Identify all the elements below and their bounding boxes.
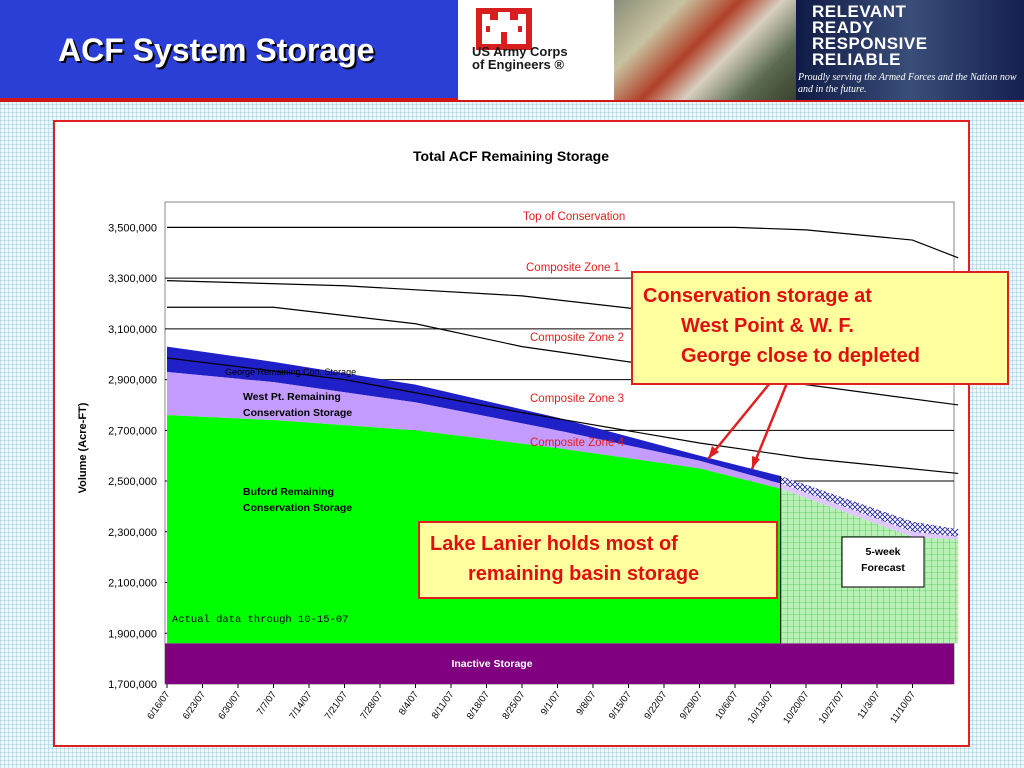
callout-line: Conservation storage at	[643, 285, 872, 307]
chart-title: Total ACF Remaining Storage	[413, 148, 609, 164]
george-storage-area	[167, 346, 781, 484]
actual-data-label: Actual data through 10-15-07	[172, 614, 348, 626]
x-tick-label: 8/11/07	[430, 689, 457, 721]
george-forecast-area	[780, 475, 959, 537]
x-tick-label: 11/3/07	[856, 689, 883, 721]
x-tick-label: 6/30/07	[216, 689, 243, 721]
x-tick-label: 8/18/07	[465, 689, 492, 721]
series-label: Conservation Storage	[243, 407, 352, 419]
usace-name: US Army Corps of Engineers ®	[472, 44, 568, 72]
series-label: George Remaining Con. Storage	[225, 367, 356, 377]
slogan-line: RESPONSIVE	[812, 34, 928, 53]
forecast-label: 5-week	[865, 546, 900, 558]
y-tick-label: 1,700,000	[108, 679, 157, 691]
y-tick-label: 3,500,000	[108, 222, 157, 234]
x-tick-label: 10/6/07	[713, 689, 740, 721]
zone-label: Composite Zone 2	[530, 332, 624, 344]
callout-line: George close to depleted	[681, 345, 920, 367]
y-tick-label: 2,300,000	[108, 527, 157, 539]
inactive-storage-label: Inactive Storage	[451, 658, 532, 670]
west-point-callout: Conservation storage at West Point & W. …	[631, 271, 1009, 385]
slogan-line: RELEVANT	[812, 2, 907, 21]
engineers-photo	[614, 0, 796, 100]
usace-logo-panel: US Army Corps of Engineers ®	[458, 0, 614, 100]
y-axis-label: Volume (Acre-FT)	[77, 402, 89, 493]
storage-chart: Total ACF Remaining Storage Top of Conser…	[77, 148, 959, 726]
zone-label: Top of Conservation	[523, 211, 625, 223]
slogan-panel: RELEVANT READY RESPONSIVE RELIABLE Proud…	[796, 0, 1024, 100]
slogan-line: RELIABLE	[812, 50, 901, 69]
x-tick-label: 7/28/07	[358, 689, 385, 721]
forecast-box	[841, 536, 925, 588]
zone-label: Composite Zone 1	[526, 262, 620, 274]
x-tick-label: 9/22/07	[642, 689, 669, 721]
series-label: West Pt. Remaining	[243, 391, 341, 403]
page-title: ACF System Storage	[58, 32, 375, 68]
x-tick-label: 10/13/07	[746, 689, 776, 726]
x-tick-label: 10/27/07	[817, 689, 847, 726]
x-tick-label: 6/23/07	[181, 689, 208, 721]
x-tick-label: 11/10/07	[888, 689, 918, 725]
x-tick-label: 8/4/07	[397, 689, 421, 717]
tagline: Proudly serving the Armed Forces and the…	[798, 72, 1017, 95]
inactive-storage-band	[165, 643, 954, 684]
y-tick-label: 2,500,000	[108, 476, 157, 488]
zone-line	[167, 226, 959, 259]
header-underline	[0, 98, 1024, 102]
x-tick-label: 9/29/07	[678, 689, 705, 721]
zone-line	[166, 357, 959, 475]
slogan-line: READY	[812, 18, 875, 37]
slogan: RELEVANT READY RESPONSIVE RELIABLE	[812, 2, 928, 69]
series-label: Buford Remaining	[243, 486, 334, 498]
series-label: Conservation Storage	[243, 502, 352, 514]
x-tick-label: 6/16/07	[145, 689, 172, 721]
callout-line: Lake Lanier holds most of	[430, 533, 678, 555]
west-point-storage-area	[167, 371, 781, 489]
x-tick-label: 8/25/07	[500, 689, 527, 721]
x-tick-label: 7/14/07	[287, 689, 314, 721]
y-tick-label: 1,900,000	[108, 628, 157, 640]
x-tick-label: 10/20/07	[781, 689, 811, 726]
x-tick-label: 9/1/07	[539, 689, 563, 717]
usace-banner: US Army Corps of Engineers ® RELEVANT RE…	[458, 0, 1024, 100]
x-tick-label: 9/8/07	[574, 689, 598, 717]
zone-label: Composite Zone 3	[530, 393, 624, 405]
callout-line: West Point & W. F.	[681, 315, 854, 337]
forecast-label: Forecast	[861, 562, 905, 574]
y-tick-label: 3,300,000	[108, 273, 157, 285]
y-tick-label: 2,900,000	[108, 375, 157, 387]
y-tick-label: 2,700,000	[108, 425, 157, 437]
callout-line: remaining basin storage	[468, 563, 700, 585]
x-tick-label: 7/21/07	[323, 689, 350, 721]
zone-label: Composite Zone 4	[530, 437, 625, 449]
lanier-callout: Lake Lanier holds most of remaining basi…	[418, 521, 778, 599]
x-tick-label: 9/15/07	[607, 689, 634, 721]
chart-frame: Total ACF Remaining Storage Top of Conser…	[53, 120, 970, 747]
y-tick-label: 2,100,000	[108, 578, 157, 590]
x-tick-label: 7/7/07	[255, 689, 279, 717]
castle-icon	[476, 8, 532, 50]
y-tick-label: 3,100,000	[108, 324, 157, 336]
